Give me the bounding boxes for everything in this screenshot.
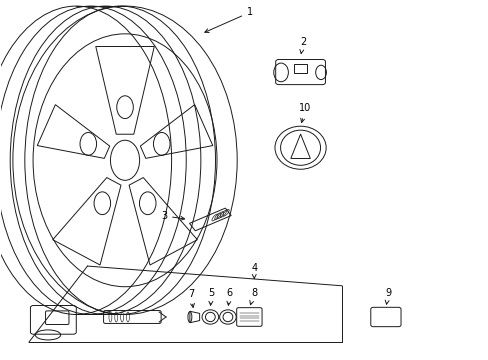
Text: 1: 1 [204,7,253,32]
Text: 5: 5 [208,288,214,305]
Text: 4: 4 [251,263,257,279]
Text: 7: 7 [187,289,194,307]
Text: 10: 10 [299,103,311,122]
Text: 6: 6 [226,288,232,305]
Bar [293,64,307,73]
Text: 8: 8 [249,288,257,305]
Text: 2: 2 [299,37,305,54]
Text: 3: 3 [161,211,184,221]
Text: 9: 9 [385,288,390,304]
